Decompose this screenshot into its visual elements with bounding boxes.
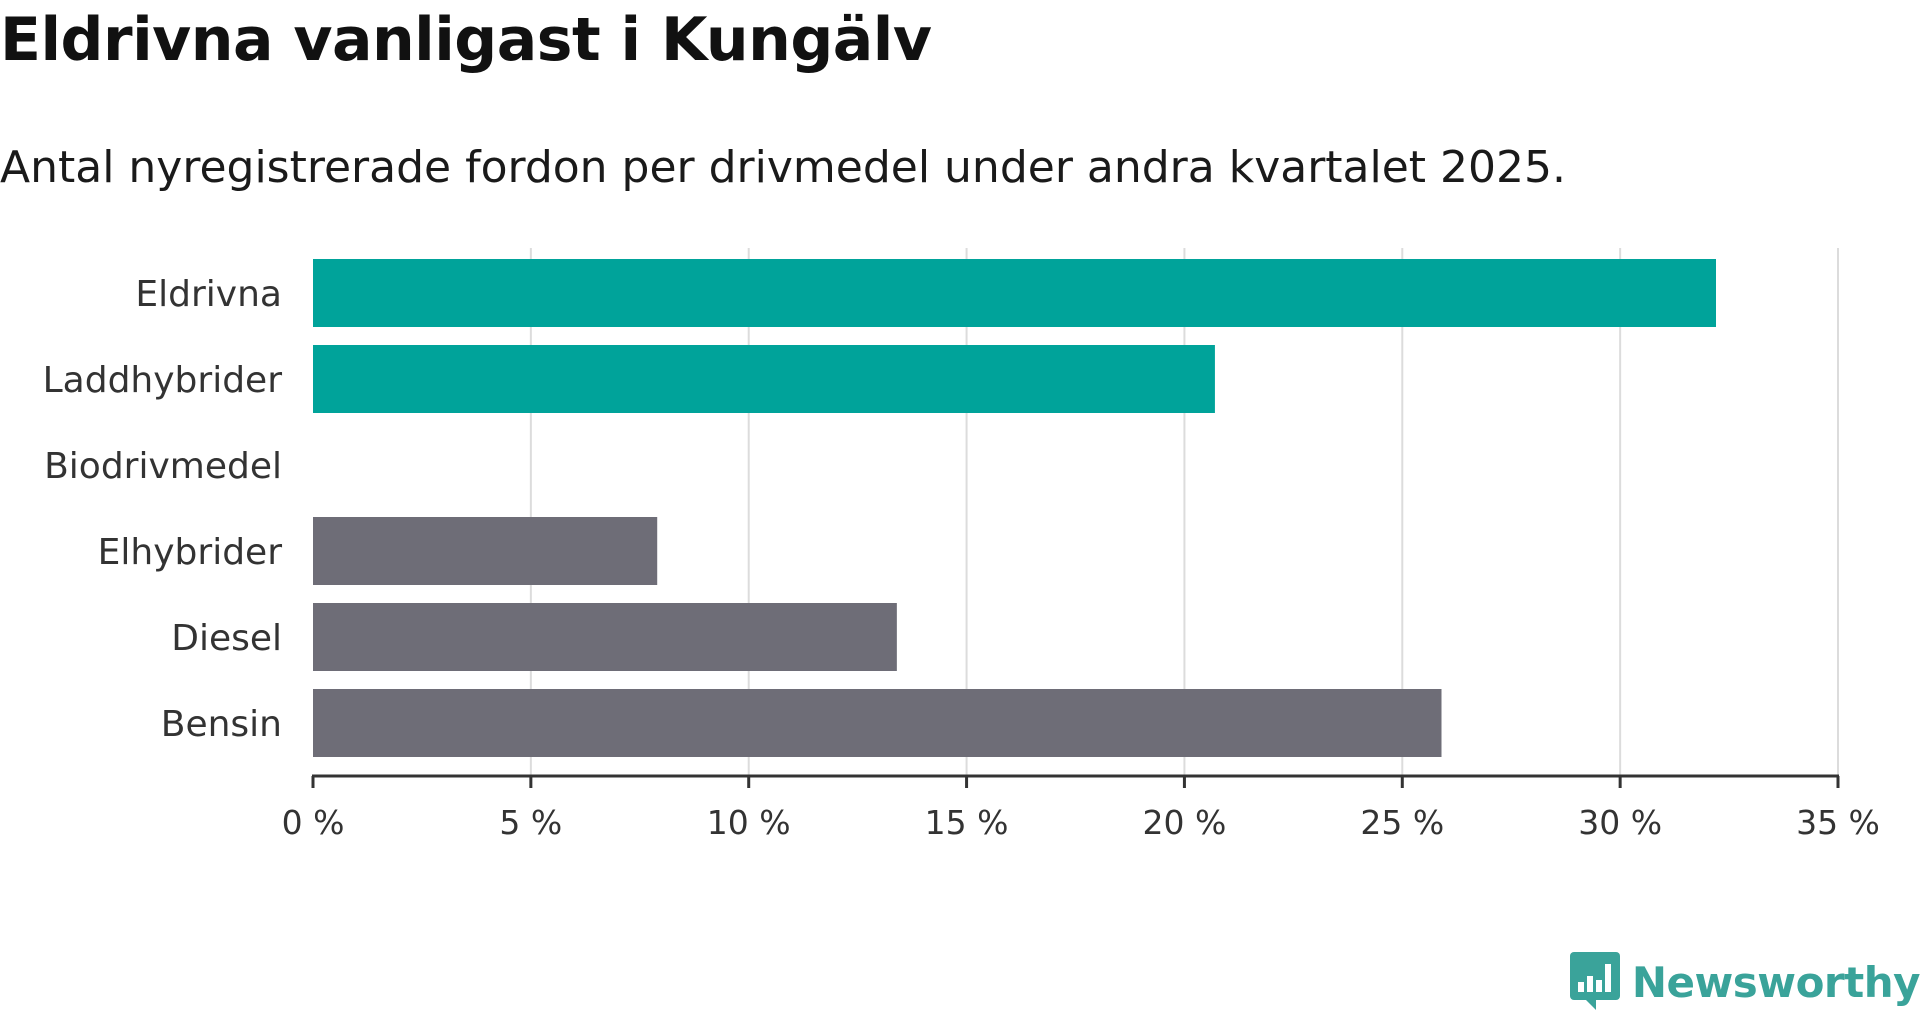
chart-subtitle: Antal nyregistrerade fordon per drivmede…: [0, 142, 1566, 193]
bar-laddhybrider: [313, 345, 1215, 413]
bar-elhybrider: [313, 517, 658, 585]
x-tick-label: 30 %: [1578, 803, 1662, 842]
category-label: Bensin: [161, 704, 282, 745]
category-label: Elhybrider: [98, 532, 283, 573]
bars: [313, 259, 1716, 757]
bar-bensin: [313, 689, 1442, 757]
category-label: Eldrivna: [135, 274, 282, 315]
x-tick-label: 20 %: [1143, 803, 1227, 842]
chart-title: Eldrivna vanligast i Kungälv: [0, 5, 932, 75]
newsworthy-logo-icon: [1569, 952, 1620, 1010]
brand-name: Newsworthy: [1631, 957, 1920, 1007]
bar-eldrivna: [313, 259, 1716, 327]
x-axis: 0 % 5 % 10 % 15 % 20 % 25 % 30 % 35 %: [282, 774, 1880, 842]
x-tick-label: 0 %: [282, 803, 345, 842]
category-label: Biodrivmedel: [44, 446, 282, 487]
x-tick-label: 25 %: [1360, 803, 1444, 842]
bar-chart: 0 % 5 % 10 % 15 % 20 % 25 % 30 % 35 % Eldrivna L…: [43, 248, 1880, 842]
x-tick-label: 5 %: [499, 803, 562, 842]
bar-diesel: [313, 603, 897, 671]
category-labels: Eldrivna Laddhybrider Biodrivmedel Elhybrid…: [43, 274, 283, 745]
category-label: Laddhybrider: [43, 360, 283, 401]
brand-logo: Newsworthy: [1569, 952, 1920, 1012]
x-tick-label: 10 %: [707, 803, 791, 842]
x-tick-label: 15 %: [925, 803, 1009, 842]
gridlines: [529, 248, 1839, 776]
category-label: Diesel: [171, 618, 282, 659]
x-tick-label: 35 %: [1796, 803, 1880, 842]
